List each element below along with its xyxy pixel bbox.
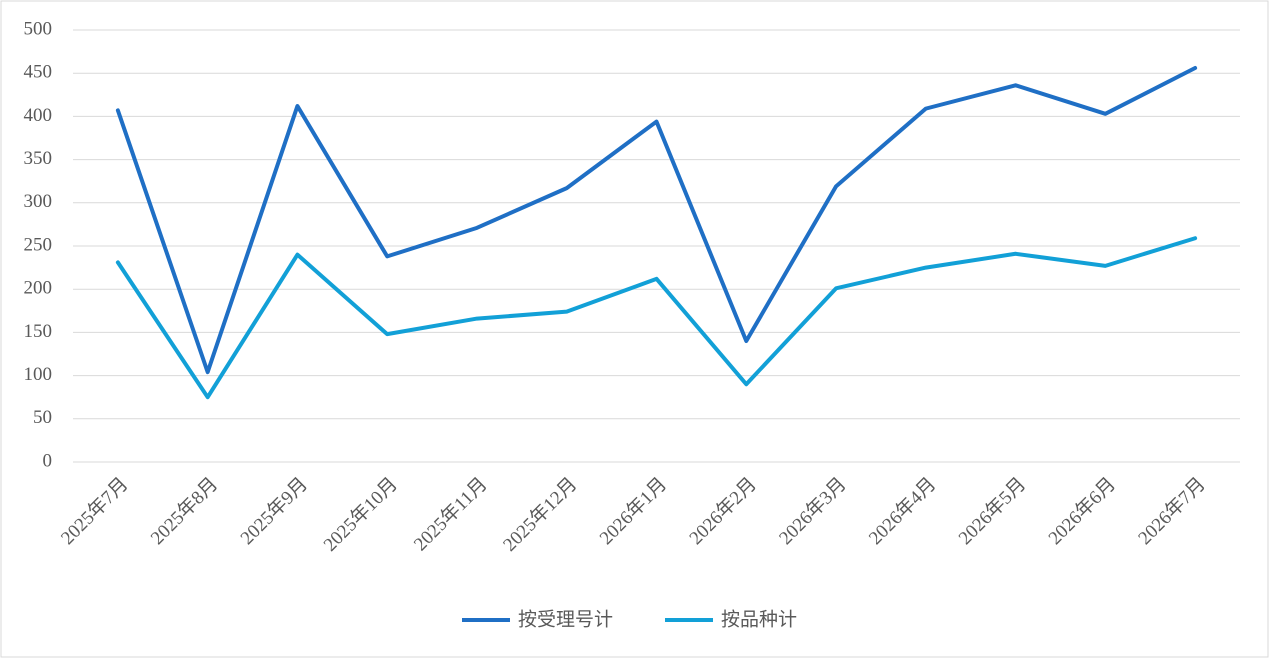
legend-label: 按品种计 bbox=[721, 608, 797, 630]
y-tick-label: 50 bbox=[33, 407, 52, 428]
y-tick-label: 400 bbox=[24, 105, 53, 126]
y-tick-label: 0 bbox=[43, 450, 53, 471]
y-tick-label: 500 bbox=[24, 18, 53, 39]
y-tick-label: 450 bbox=[24, 62, 53, 83]
y-tick-label: 350 bbox=[24, 148, 53, 169]
series-line bbox=[115, 236, 1198, 400]
y-tick-label: 300 bbox=[24, 191, 53, 212]
series-line bbox=[115, 66, 1198, 375]
y-tick-label: 250 bbox=[24, 234, 53, 255]
y-tick-label: 150 bbox=[24, 321, 53, 342]
y-tick-label: 100 bbox=[24, 364, 53, 385]
legend-label: 按受理号计 bbox=[518, 608, 613, 630]
y-tick-label: 200 bbox=[24, 278, 53, 299]
